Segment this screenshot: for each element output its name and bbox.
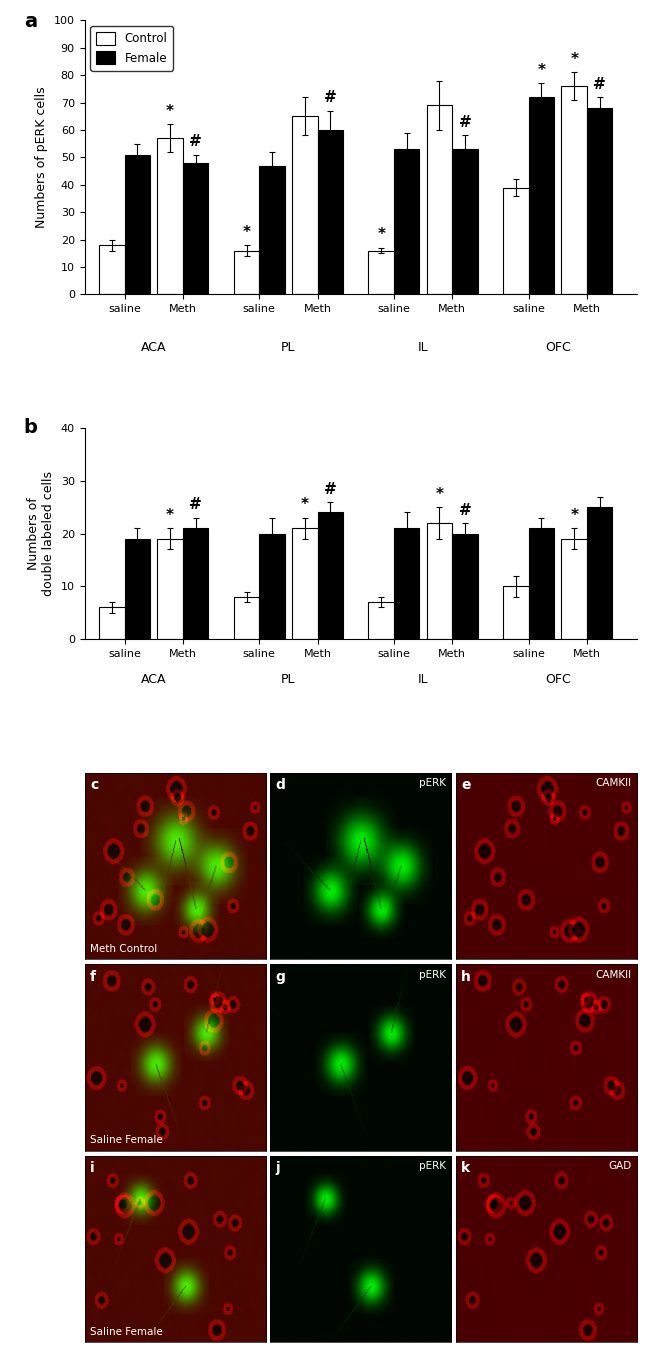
Bar <box>183 529 208 639</box>
Bar <box>394 529 419 639</box>
Text: pERK: pERK <box>419 970 446 979</box>
Text: g: g <box>276 970 285 983</box>
Text: a: a <box>24 12 37 31</box>
Bar <box>427 105 452 294</box>
Text: *: * <box>166 509 174 523</box>
Text: PL: PL <box>281 341 296 353</box>
Y-axis label: Numbers of
double labeled cells: Numbers of double labeled cells <box>27 471 55 596</box>
Bar <box>157 138 183 294</box>
Bar <box>157 538 183 639</box>
Text: #: # <box>189 134 202 150</box>
Text: pERK: pERK <box>419 1161 446 1171</box>
Text: OFC: OFC <box>545 341 571 353</box>
Text: CAMKII: CAMKII <box>595 778 632 788</box>
Text: OFC: OFC <box>545 673 571 687</box>
Text: CAMKII: CAMKII <box>595 970 632 979</box>
Bar <box>183 163 208 294</box>
Text: #: # <box>324 90 337 105</box>
Text: #: # <box>459 115 471 130</box>
Text: *: * <box>436 487 443 502</box>
Bar <box>125 538 150 639</box>
Bar <box>259 166 285 294</box>
Bar <box>292 529 317 639</box>
Bar <box>317 130 343 294</box>
Bar <box>528 97 554 294</box>
Text: j: j <box>276 1161 280 1175</box>
Text: c: c <box>90 778 98 792</box>
Text: e: e <box>462 778 471 792</box>
Bar <box>562 86 587 294</box>
Bar <box>292 116 317 294</box>
Bar <box>503 188 528 294</box>
Text: k: k <box>462 1161 471 1175</box>
Text: *: * <box>166 104 174 119</box>
Text: #: # <box>459 503 471 518</box>
Bar <box>528 529 554 639</box>
Bar <box>317 513 343 639</box>
Text: *: * <box>377 228 385 243</box>
Text: Saline Female: Saline Female <box>90 1136 162 1145</box>
Text: *: * <box>242 225 250 240</box>
Text: PL: PL <box>281 673 296 687</box>
Bar <box>234 596 259 639</box>
Text: h: h <box>462 970 471 983</box>
Text: IL: IL <box>418 673 428 687</box>
Bar <box>99 246 125 294</box>
Text: *: * <box>301 498 309 513</box>
Text: #: # <box>593 77 606 92</box>
Bar <box>394 150 419 294</box>
Legend: Control, Female: Control, Female <box>90 26 174 70</box>
Text: b: b <box>24 418 38 437</box>
Bar <box>234 251 259 294</box>
Text: *: * <box>570 51 578 67</box>
Text: f: f <box>90 970 96 983</box>
Bar <box>562 538 587 639</box>
Text: *: * <box>538 63 545 78</box>
Text: d: d <box>276 778 285 792</box>
Y-axis label: Numbers of pERK cells: Numbers of pERK cells <box>35 86 48 228</box>
Bar <box>503 587 528 639</box>
Text: Meth Control: Meth Control <box>90 944 157 954</box>
Bar <box>427 523 452 639</box>
Text: ACA: ACA <box>141 673 166 687</box>
Bar <box>99 607 125 639</box>
Bar <box>369 251 394 294</box>
Text: IL: IL <box>418 341 428 353</box>
Bar <box>587 108 612 294</box>
Bar <box>259 534 285 639</box>
Bar <box>369 602 394 639</box>
Text: Saline Female: Saline Female <box>90 1326 162 1337</box>
Bar <box>125 155 150 294</box>
Text: ACA: ACA <box>141 341 166 353</box>
Text: *: * <box>570 509 578 523</box>
Text: #: # <box>324 482 337 496</box>
Text: GAD: GAD <box>608 1161 632 1171</box>
Bar <box>452 534 478 639</box>
Bar <box>452 150 478 294</box>
Text: i: i <box>90 1161 94 1175</box>
Text: pERK: pERK <box>419 778 446 788</box>
Bar <box>587 507 612 639</box>
Text: #: # <box>189 498 202 513</box>
